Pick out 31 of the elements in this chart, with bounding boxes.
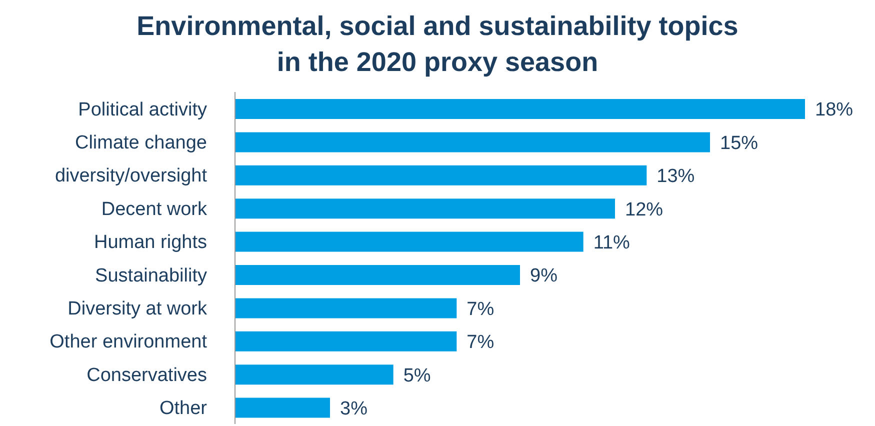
data-label: 12% [625, 199, 664, 220]
bar [235, 298, 457, 318]
bar [235, 198, 615, 219]
data-label: 15% [720, 132, 758, 154]
data-label: 18% [815, 100, 854, 121]
chart-title: Environmental, social and sustainability topics in the 2020 proxy season [136, 10, 740, 79]
data-label: 11% [593, 232, 630, 254]
bar [235, 331, 457, 352]
data-label: 3% [340, 398, 368, 420]
data-label: 13% [656, 166, 695, 188]
bar [235, 99, 805, 119]
y-tick-label: Decent work [101, 198, 208, 220]
y-tick-label: Other environment [50, 332, 208, 353]
y-tick-label: Political activity [78, 99, 208, 120]
bar [235, 165, 647, 186]
y-tick-label: Diversity at work [68, 298, 208, 320]
y-tick-label: diversity/oversight [54, 166, 208, 187]
y-tick-label: Climate change [74, 132, 207, 154]
bar [235, 232, 584, 252]
bar [235, 265, 520, 285]
data-label: 5% [403, 365, 431, 386]
y-tick-label: Sustainability [95, 265, 208, 286]
y-tick-label: Conservatives [86, 364, 207, 386]
bar [235, 132, 710, 152]
data-label: 7% [466, 332, 494, 354]
bar [235, 398, 330, 418]
y-tick-label: Other [159, 398, 208, 420]
y-tick-label: Human rights [94, 232, 207, 254]
bar [235, 364, 394, 385]
data-label: 9% [530, 266, 558, 287]
data-label: 7% [466, 298, 494, 320]
